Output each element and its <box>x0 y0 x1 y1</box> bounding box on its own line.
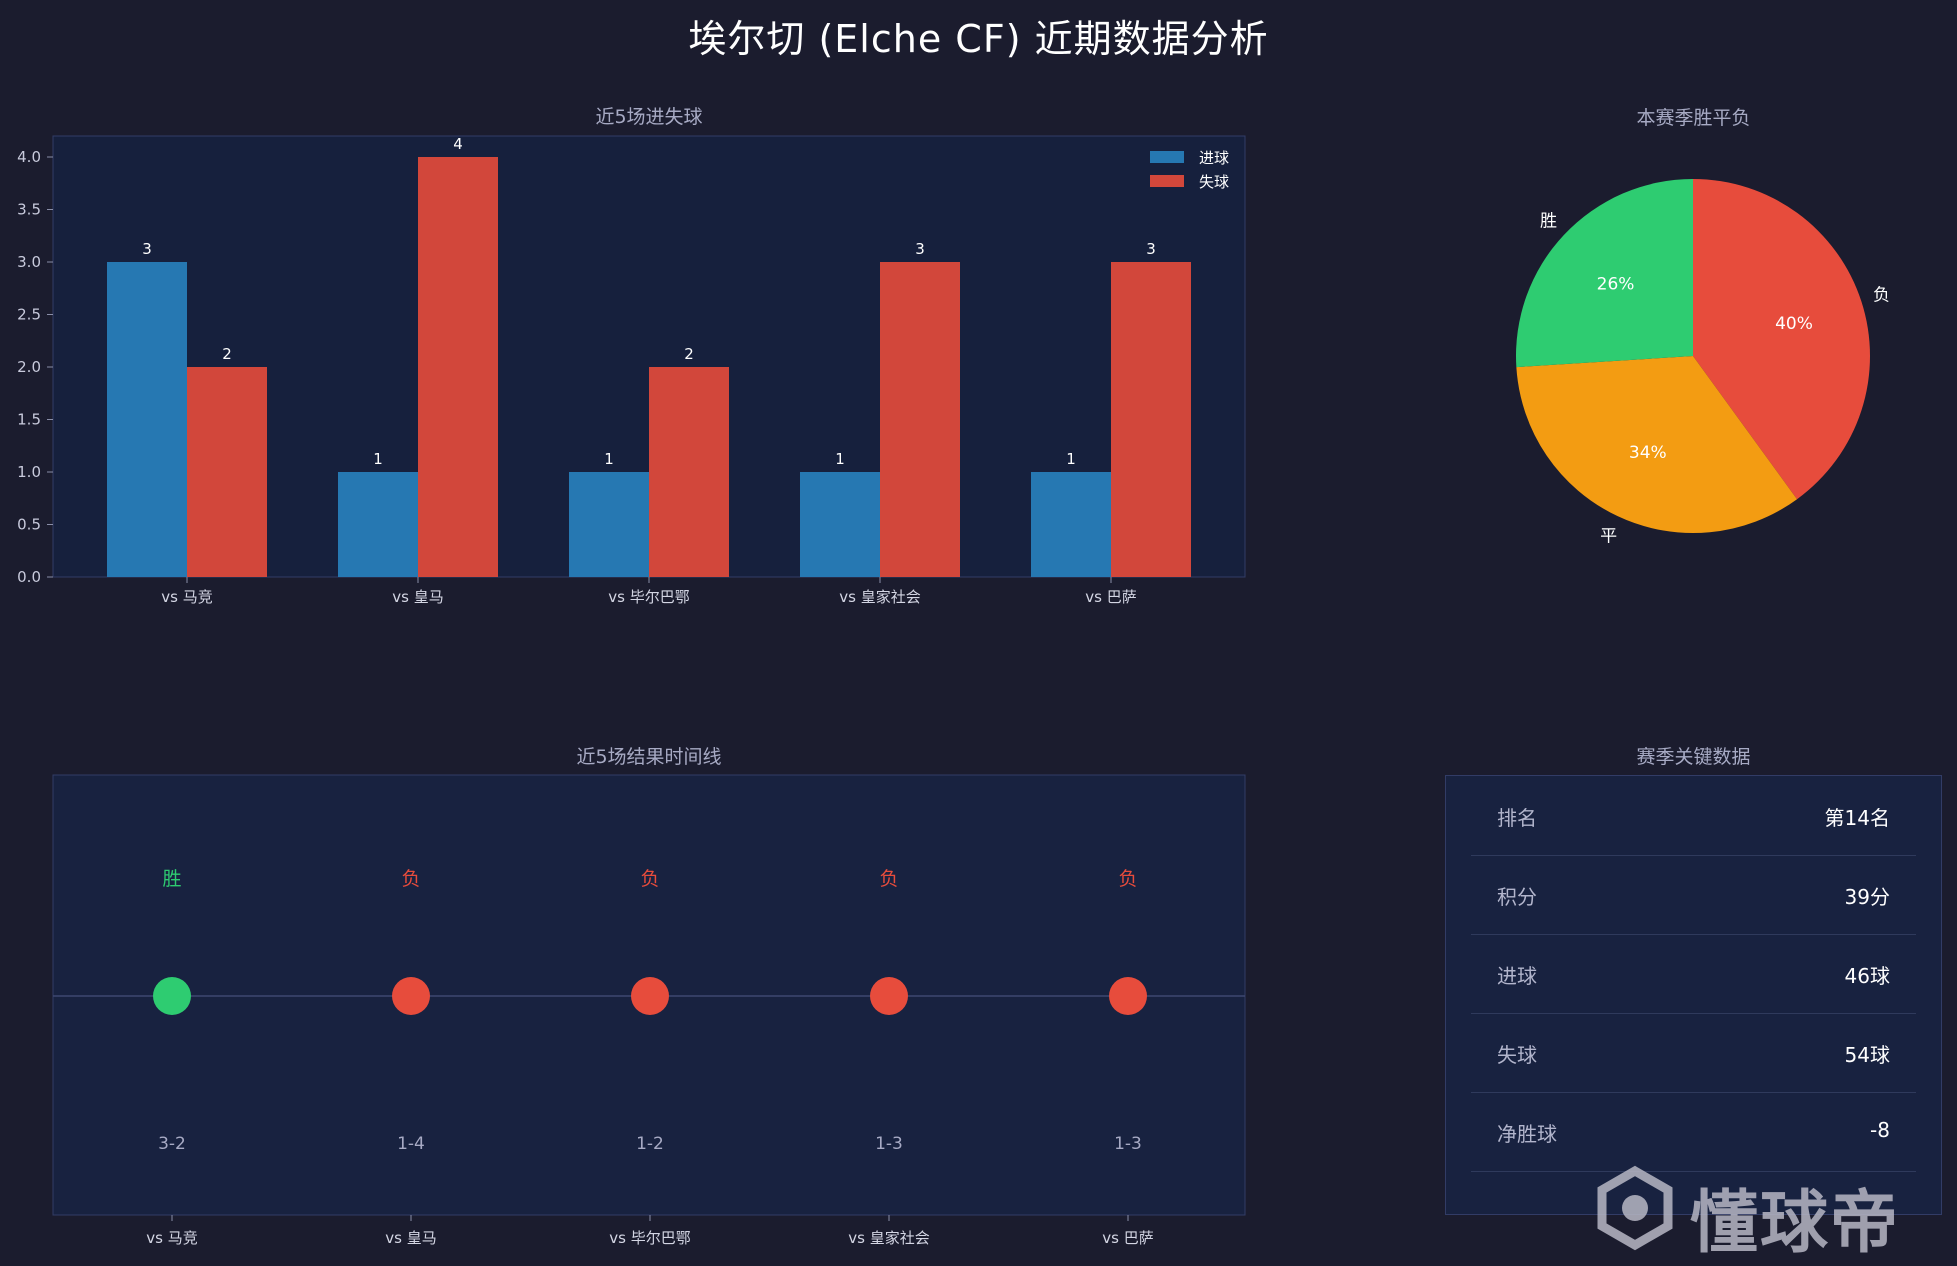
bar-value-label: 1 <box>835 450 845 468</box>
x-tick-label: vs 皇家社会 <box>839 588 920 606</box>
bar-value-label: 1 <box>373 450 383 468</box>
pie-slice <box>1516 179 1693 368</box>
bar <box>880 262 960 577</box>
stat-value: -8 <box>1870 1118 1890 1142</box>
score-label: 1-3 <box>1114 1134 1142 1154</box>
page-title: 埃尔切 (Elche CF) 近期数据分析 <box>688 17 1269 61</box>
result-marker <box>870 977 908 1015</box>
result-label: 胜 <box>162 868 181 890</box>
stat-row-rank: 排名 第14名 <box>1471 776 1916 856</box>
legend-swatch <box>1150 151 1184 163</box>
result-marker <box>1109 977 1147 1015</box>
pie-category-label: 平 <box>1600 526 1617 546</box>
pie-slice <box>1516 356 1798 533</box>
bar <box>338 472 418 577</box>
stat-value: 39分 <box>1844 885 1890 909</box>
x-tick-label: vs 皇马 <box>392 588 443 606</box>
bar-value-label: 2 <box>684 345 694 363</box>
pie-category-label: 胜 <box>1540 211 1557 231</box>
bar-value-label: 1 <box>604 450 614 468</box>
stats-table: 排名 第14名 积分 39分 进球 46球 失球 54球 净胜球 -8 <box>1445 775 1942 1215</box>
bar <box>569 472 649 577</box>
x-tick-label: vs 马竞 <box>161 588 212 606</box>
result-label: 负 <box>879 868 898 890</box>
x-tick-label: vs 毕尔巴鄂 <box>608 588 689 606</box>
stat-label: 排名 <box>1497 806 1537 830</box>
y-tick-label: 3.0 <box>17 253 41 271</box>
y-tick-label: 0.5 <box>17 516 41 534</box>
y-tick-label: 1.5 <box>17 411 41 429</box>
result-marker <box>153 977 191 1015</box>
bar-value-label: 2 <box>222 345 232 363</box>
pie-pct-label: 40% <box>1775 314 1813 334</box>
bar-value-label: 3 <box>915 240 925 258</box>
result-marker <box>392 977 430 1015</box>
pie-chart-title: 本赛季胜平负 <box>1636 107 1751 129</box>
legend-label: 进球 <box>1199 149 1229 167</box>
y-tick-label: 2.5 <box>17 306 41 324</box>
stat-row-goals-for: 进球 46球 <box>1471 934 1916 1014</box>
stat-label: 积分 <box>1497 885 1537 909</box>
result-label: 负 <box>401 868 420 890</box>
score-label: 1-3 <box>875 1134 903 1154</box>
bar-value-label: 1 <box>1066 450 1076 468</box>
watermark-logo-icon <box>1597 1165 1673 1251</box>
pie-pct-label: 34% <box>1629 443 1667 463</box>
pie-slice <box>1693 179 1870 500</box>
result-label: 负 <box>1118 868 1137 890</box>
pie-category-label: 负 <box>1873 286 1890 306</box>
x-tick-label: vs 毕尔巴鄂 <box>609 1229 690 1247</box>
result-label: 负 <box>640 868 659 890</box>
stat-row-goals-against: 失球 54球 <box>1471 1013 1916 1093</box>
x-tick-label: vs 巴萨 <box>1085 588 1136 606</box>
bar-value-label: 3 <box>1146 240 1156 258</box>
y-tick-label: 0.0 <box>17 568 41 586</box>
bar <box>107 262 187 577</box>
bar-chart-title: 近5场进失球 <box>595 106 703 128</box>
bar <box>187 367 267 577</box>
timeline-title: 近5场结果时间线 <box>576 746 722 768</box>
bar-value-label: 3 <box>142 240 152 258</box>
y-tick-label: 1.0 <box>17 463 41 481</box>
score-label: 1-2 <box>636 1134 664 1154</box>
bar <box>418 157 498 577</box>
bar-value-label: 4 <box>453 135 463 153</box>
stat-value: 54球 <box>1844 1043 1890 1067</box>
bar <box>800 472 880 577</box>
stats-title: 赛季关键数据 <box>1636 746 1751 768</box>
y-tick-label: 3.5 <box>17 201 41 219</box>
bar <box>1111 262 1191 577</box>
stat-value: 第14名 <box>1824 806 1890 830</box>
y-tick-label: 2.0 <box>17 358 41 376</box>
legend-swatch <box>1150 175 1184 187</box>
x-tick-label: vs 马竞 <box>146 1229 197 1247</box>
stat-row-goal-diff: 净胜球 -8 <box>1471 1092 1916 1172</box>
x-tick-label: vs 皇家社会 <box>848 1229 929 1247</box>
bar <box>649 367 729 577</box>
watermark: 懂球帝 <box>1590 1163 1930 1263</box>
stat-label: 失球 <box>1497 1043 1537 1067</box>
y-tick-label: 4.0 <box>17 148 41 166</box>
bar <box>1031 472 1111 577</box>
x-tick-label: vs 巴萨 <box>1102 1229 1153 1247</box>
result-marker <box>631 977 669 1015</box>
watermark-text: 懂球帝 <box>1690 1184 1901 1263</box>
stat-row-points: 积分 39分 <box>1471 855 1916 935</box>
score-label: 3-2 <box>158 1134 186 1154</box>
stat-value: 46球 <box>1844 964 1890 988</box>
x-tick-label: vs 皇马 <box>385 1229 436 1247</box>
stat-label: 净胜球 <box>1497 1122 1557 1146</box>
score-label: 1-4 <box>397 1134 425 1154</box>
legend-label: 失球 <box>1199 173 1229 191</box>
stat-label: 进球 <box>1497 964 1537 988</box>
pie-pct-label: 26% <box>1597 274 1635 294</box>
